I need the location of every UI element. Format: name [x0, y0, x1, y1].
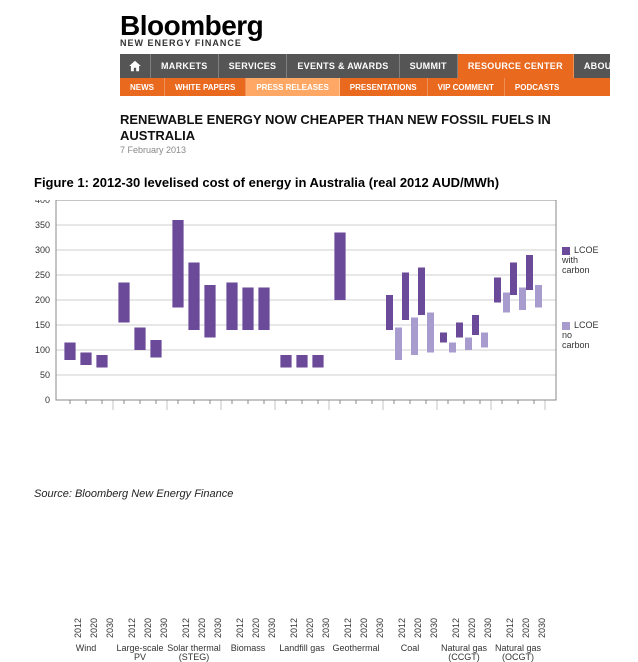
chart-container: 050100150200250300350400 201220202030201… [0, 200, 638, 410]
brand-logo: Bloomberg NEW ENERGY FINANCE [120, 12, 638, 48]
headline-text: RENEWABLE ENERGY NOW CHEAPER THAN NEW FO… [120, 112, 580, 143]
x-group-label: Biomass [221, 644, 275, 653]
svg-text:200: 200 [35, 295, 50, 305]
nav-secondary-item[interactable]: PRESS RELEASES [246, 78, 339, 96]
x-year-label: 2020 [197, 618, 207, 638]
x-year-label: 2030 [483, 618, 493, 638]
x-group-label: Landfill gas [275, 644, 329, 653]
x-year-label: 2030 [537, 618, 547, 638]
headline-block: RENEWABLE ENERGY NOW CHEAPER THAN NEW FO… [120, 112, 580, 155]
x-year-label: 2012 [289, 618, 299, 638]
legend-swatch [562, 322, 570, 330]
x-group-label: Coal [383, 644, 437, 653]
x-year-label: 2012 [235, 618, 245, 638]
nav-secondary-item[interactable]: VIP COMMENT [428, 78, 505, 96]
x-group-label: Wind [59, 644, 113, 653]
x-year-label: 2030 [375, 618, 385, 638]
x-year-label: 2030 [429, 618, 439, 638]
x-year-label: 2030 [105, 618, 115, 638]
figure-source: Source: Bloomberg New Energy Finance [34, 488, 638, 500]
x-year-label: 2012 [343, 618, 353, 638]
svg-text:150: 150 [35, 320, 50, 330]
nav-primary-item[interactable]: MARKETS [151, 54, 219, 78]
x-group-label: Solar thermal (STEG) [167, 644, 221, 662]
nav: MARKETSSERVICESEVENTS & AWARDSSUMMITRESO… [120, 54, 610, 96]
x-group-label: Geothermal [329, 644, 383, 653]
x-year-label: 2012 [181, 618, 191, 638]
nav-secondary-item[interactable]: WHITE PAPERS [165, 78, 246, 96]
x-year-label: 2030 [267, 618, 277, 638]
x-year-label: 2020 [305, 618, 315, 638]
x-year-label: 2020 [251, 618, 261, 638]
figure-title: Figure 1: 2012-30 levelised cost of ener… [34, 175, 638, 190]
x-year-label: 2020 [89, 618, 99, 638]
x-year-label: 2020 [413, 618, 423, 638]
x-year-label: 2012 [451, 618, 461, 638]
brand-name: Bloomberg [120, 12, 638, 40]
nav-primary-item[interactable]: SUMMIT [400, 54, 458, 78]
lcoe-chart: 0 50 100 150 200 250 300 350 400 [0, 200, 638, 410]
svg-text:400: 400 [35, 200, 50, 205]
nav-home[interactable] [120, 54, 151, 78]
x-year-label: 2020 [359, 618, 369, 638]
nav-secondary: NEWSWHITE PAPERSPRESS RELEASESPRESENTATI… [120, 78, 610, 96]
x-year-label: 2012 [397, 618, 407, 638]
nav-primary: MARKETSSERVICESEVENTS & AWARDSSUMMITRESO… [120, 54, 610, 78]
figure: Figure 1: 2012-30 levelised cost of ener… [0, 175, 638, 500]
x-year-label: 2020 [143, 618, 153, 638]
legend-with-carbon: LCOEwithcarbon [562, 246, 599, 276]
x-group-label: Natural gas (CCGT) [437, 644, 491, 662]
svg-text:0: 0 [45, 395, 50, 405]
svg-text:250: 250 [35, 270, 50, 280]
x-year-label: 2020 [467, 618, 477, 638]
svg-text:300: 300 [35, 245, 50, 255]
nav-primary-item[interactable]: EVENTS & AWARDS [287, 54, 399, 78]
svg-text:350: 350 [35, 220, 50, 230]
nav-secondary-item[interactable]: PODCASTS [505, 78, 569, 96]
nav-primary-item[interactable]: SERVICES [219, 54, 288, 78]
nav-primary-item[interactable]: RESOURCE CENTER [458, 54, 574, 78]
x-year-label: 2012 [73, 618, 83, 638]
x-year-label: 2030 [159, 618, 169, 638]
legend-no-carbon: LCOEnocarbon [562, 321, 599, 351]
svg-text:100: 100 [35, 345, 50, 355]
x-year-label: 2020 [521, 618, 531, 638]
brand-subline: NEW ENERGY FINANCE [120, 38, 638, 48]
x-year-label: 2030 [321, 618, 331, 638]
headline-date: 7 February 2013 [120, 145, 580, 155]
nav-primary-item[interactable]: ABOUT US [574, 54, 638, 78]
nav-secondary-item[interactable]: PRESENTATIONS [340, 78, 428, 96]
nav-secondary-item[interactable]: NEWS [120, 78, 165, 96]
svg-text:50: 50 [40, 370, 50, 380]
page: Bloomberg NEW ENERGY FINANCE MARKETSSERV… [0, 0, 638, 524]
legend-swatch [562, 247, 570, 255]
x-year-label: 2012 [505, 618, 515, 638]
x-year-label: 2030 [213, 618, 223, 638]
x-year-label: 2012 [127, 618, 137, 638]
home-icon [128, 59, 142, 73]
x-group-label: Large-scale PV [113, 644, 167, 662]
x-group-label: Natural gas (OCGT) [491, 644, 545, 662]
